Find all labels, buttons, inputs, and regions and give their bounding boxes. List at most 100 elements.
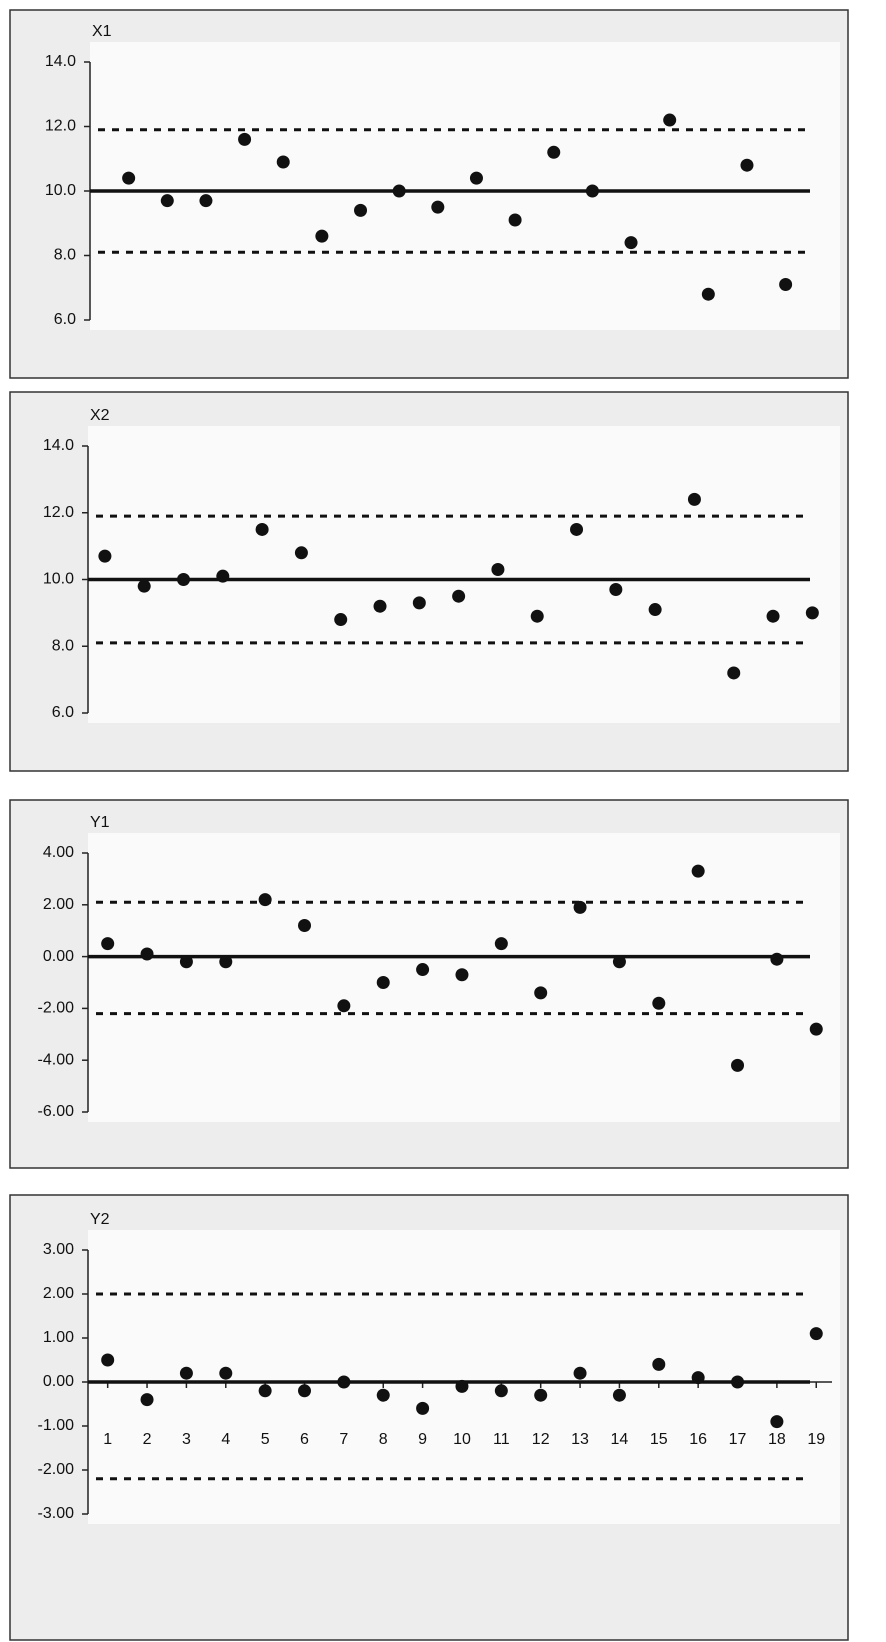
data-point <box>337 1376 350 1389</box>
data-point <box>470 172 483 185</box>
y-tick-label: 2.00 <box>43 896 74 913</box>
y-tick-label: 12.0 <box>45 118 76 135</box>
data-point <box>727 666 740 679</box>
data-point <box>122 172 135 185</box>
plot-area <box>90 42 840 330</box>
data-point <box>298 919 311 932</box>
data-point <box>219 1367 232 1380</box>
data-point <box>692 865 705 878</box>
y-tick-label: 4.00 <box>43 844 74 861</box>
y-tick-label: 2.00 <box>43 1285 74 1302</box>
data-point <box>767 610 780 623</box>
data-point <box>495 937 508 950</box>
data-point <box>770 1415 783 1428</box>
y-tick-label: -2.00 <box>38 1000 75 1017</box>
data-point <box>455 968 468 981</box>
data-point <box>180 1367 193 1380</box>
x-tick-label: 16 <box>689 1431 707 1448</box>
data-point <box>180 955 193 968</box>
page: X16.08.010.012.014.0X26.08.010.012.014.0… <box>0 0 886 1642</box>
data-point <box>298 1384 311 1397</box>
data-point <box>779 278 792 291</box>
data-point <box>334 613 347 626</box>
data-point <box>431 201 444 214</box>
data-point <box>315 230 328 243</box>
data-point <box>810 1023 823 1036</box>
y-tick-label: 6.0 <box>52 704 74 721</box>
data-point <box>238 133 251 146</box>
chart-title: X1 <box>92 23 112 40</box>
x-tick-label: 6 <box>300 1431 309 1448</box>
data-point <box>138 580 151 593</box>
x-tick-label: 1 <box>103 1431 112 1448</box>
x-tick-label: 2 <box>143 1431 152 1448</box>
y-tick-label: -1.00 <box>38 1417 75 1434</box>
y-tick-label: -3.00 <box>38 1505 75 1522</box>
data-point <box>455 1380 468 1393</box>
data-point <box>740 159 753 172</box>
y-tick-label: 1.00 <box>43 1329 74 1346</box>
y-tick-label: -6.00 <box>38 1103 75 1120</box>
data-point <box>393 185 406 198</box>
data-point <box>177 573 190 586</box>
data-point <box>509 214 522 227</box>
chart-title: Y2 <box>90 1211 110 1228</box>
y-tick-label: 10.0 <box>43 571 74 588</box>
data-point <box>534 1389 547 1402</box>
x-tick-label: 12 <box>532 1431 550 1448</box>
data-point <box>377 1389 390 1402</box>
data-point <box>161 194 174 207</box>
y-tick-label: 14.0 <box>43 437 74 454</box>
data-point <box>652 997 665 1010</box>
data-point <box>416 1402 429 1415</box>
data-point <box>609 583 622 596</box>
data-point <box>688 493 701 506</box>
y-tick-label: 8.0 <box>54 247 76 264</box>
data-point <box>495 1384 508 1397</box>
data-point <box>586 185 599 198</box>
y-tick-label: 0.00 <box>43 1373 74 1390</box>
data-point <box>141 1393 154 1406</box>
x-tick-label: 15 <box>650 1431 668 1448</box>
data-point <box>547 146 560 159</box>
data-point <box>98 550 111 563</box>
x-tick-label: 9 <box>418 1431 427 1448</box>
x-tick-label: 5 <box>261 1431 270 1448</box>
y-tick-label: 0.00 <box>43 948 74 965</box>
data-point <box>806 606 819 619</box>
y-tick-label: 14.0 <box>45 53 76 70</box>
data-point <box>810 1327 823 1340</box>
data-point <box>295 546 308 559</box>
data-point <box>259 1384 272 1397</box>
data-point <box>259 893 272 906</box>
data-point <box>101 1354 114 1367</box>
y-tick-label: -4.00 <box>38 1051 75 1068</box>
plot-area <box>88 426 840 723</box>
data-point <box>452 590 465 603</box>
y-tick-label: 6.0 <box>54 311 76 328</box>
data-point <box>277 155 290 168</box>
data-point <box>652 1358 665 1371</box>
y-tick-label: 10.0 <box>45 182 76 199</box>
data-point <box>649 603 662 616</box>
x-tick-label: 8 <box>379 1431 388 1448</box>
data-point <box>101 937 114 950</box>
data-point <box>141 948 154 961</box>
chart-title: Y1 <box>90 814 110 831</box>
chart-title: X2 <box>90 407 110 424</box>
data-point <box>731 1376 744 1389</box>
x-tick-label: 18 <box>768 1431 786 1448</box>
y-tick-label: -2.00 <box>38 1461 75 1478</box>
data-point <box>574 901 587 914</box>
data-point <box>374 600 387 613</box>
x-tick-label: 11 <box>493 1431 510 1448</box>
x-tick-label: 17 <box>729 1431 747 1448</box>
data-point <box>770 953 783 966</box>
data-point <box>663 114 676 127</box>
x-tick-label: 13 <box>571 1431 589 1448</box>
x-tick-label: 10 <box>453 1431 471 1448</box>
data-point <box>613 1389 626 1402</box>
x-tick-label: 3 <box>182 1431 191 1448</box>
y-tick-label: 12.0 <box>43 504 74 521</box>
x-tick-label: 14 <box>611 1431 629 1448</box>
